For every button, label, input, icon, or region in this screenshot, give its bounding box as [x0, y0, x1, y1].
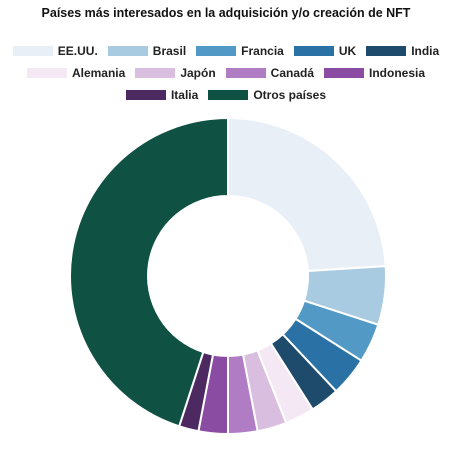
- legend-item: Alemania: [26, 66, 126, 80]
- legend-label: Italia: [170, 88, 199, 102]
- legend-label: Alemania: [71, 66, 126, 80]
- legend-label: EE.UU.: [57, 44, 98, 58]
- legend-item: Indonesia: [324, 66, 425, 80]
- legend-swatch: [12, 46, 53, 56]
- legend-item: Japón: [135, 66, 216, 80]
- legend-swatch: [107, 46, 148, 56]
- legend-swatch: [324, 68, 365, 78]
- legend-swatch: [26, 68, 67, 78]
- legend-swatch: [196, 46, 237, 56]
- legend-item: Canadá: [225, 66, 315, 80]
- legend-swatch: [135, 68, 176, 78]
- legend-item: Otros países: [208, 88, 326, 102]
- pie-slice-ee-uu-: [227, 116, 387, 273]
- pie-slice-otros-pa-ses: [69, 116, 229, 428]
- legend-label: UK: [338, 44, 357, 58]
- legend-swatch: [366, 46, 407, 56]
- legend-item: EE.UU.: [12, 44, 98, 58]
- legend-label: Otros países: [253, 88, 327, 102]
- legend-item: Brasil: [107, 44, 187, 58]
- legend-label: Canadá: [270, 66, 315, 80]
- legend-swatch: [225, 68, 266, 78]
- legend-swatch: [208, 90, 249, 100]
- legend-swatch: [293, 46, 334, 56]
- legend-row-2: Alemania Japón Canadá Indonesia: [0, 66, 452, 80]
- legend-label: Francia: [241, 44, 284, 58]
- legend-label: India: [411, 44, 440, 58]
- legend-item: India: [366, 44, 439, 58]
- legend-row-1: EE.UU. Brasil Francia UK India: [0, 44, 452, 58]
- legend-item: Francia: [196, 44, 284, 58]
- legend-label: Brasil: [152, 44, 187, 58]
- legend-item: Italia: [125, 88, 199, 102]
- legend-row-3: Italia Otros países: [0, 88, 452, 102]
- legend-label: Indonesia: [369, 66, 426, 80]
- legend-item: UK: [293, 44, 357, 58]
- legend-swatch: [125, 90, 166, 100]
- chart-title: Países más interesados en la adquisición…: [41, 6, 411, 20]
- legend-label: Japón: [180, 66, 216, 80]
